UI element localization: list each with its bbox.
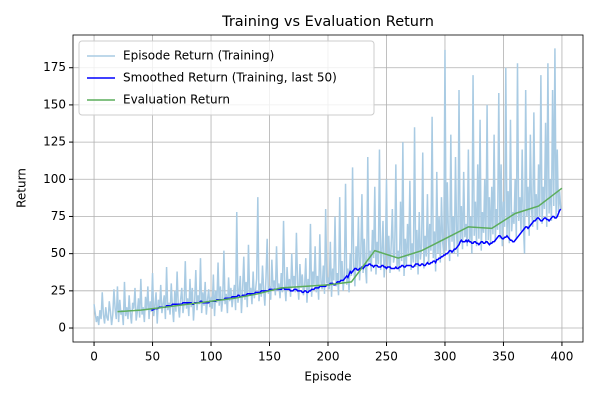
series-line bbox=[117, 187, 563, 313]
x-axis-label: Episode bbox=[304, 370, 351, 384]
x-tick-label: 150 bbox=[258, 350, 281, 364]
x-tick-label: 300 bbox=[434, 350, 457, 364]
series-line bbox=[93, 48, 562, 326]
chart-title: Training vs Evaluation Return bbox=[221, 14, 434, 30]
x-tick-label: 350 bbox=[492, 350, 515, 364]
x-tick-label: 250 bbox=[375, 350, 398, 364]
y-tick-label: 75 bbox=[51, 209, 66, 223]
plot-frame bbox=[72, 34, 584, 343]
x-tick-label: 100 bbox=[200, 350, 223, 364]
y-tick-label: 125 bbox=[43, 135, 66, 149]
y-tick-label: 50 bbox=[51, 246, 66, 260]
legend-label: Smoothed Return (Training, last 50) bbox=[123, 71, 337, 85]
y-tick-label: 175 bbox=[43, 60, 66, 74]
x-tick-label: 400 bbox=[550, 350, 573, 364]
x-tick-label: 0 bbox=[90, 350, 98, 364]
x-tick-label: 50 bbox=[145, 350, 160, 364]
x-tick-label: 200 bbox=[317, 350, 340, 364]
legend-label: Evaluation Return bbox=[123, 93, 230, 107]
y-tick-label: 25 bbox=[51, 283, 66, 297]
y-axis-label: Return bbox=[15, 168, 29, 208]
y-tick-label: 100 bbox=[43, 172, 66, 186]
y-tick-label: 150 bbox=[43, 97, 66, 111]
legend-box bbox=[78, 40, 375, 116]
legend-label: Episode Return (Training) bbox=[123, 49, 274, 63]
y-tick-label: 0 bbox=[58, 321, 66, 335]
